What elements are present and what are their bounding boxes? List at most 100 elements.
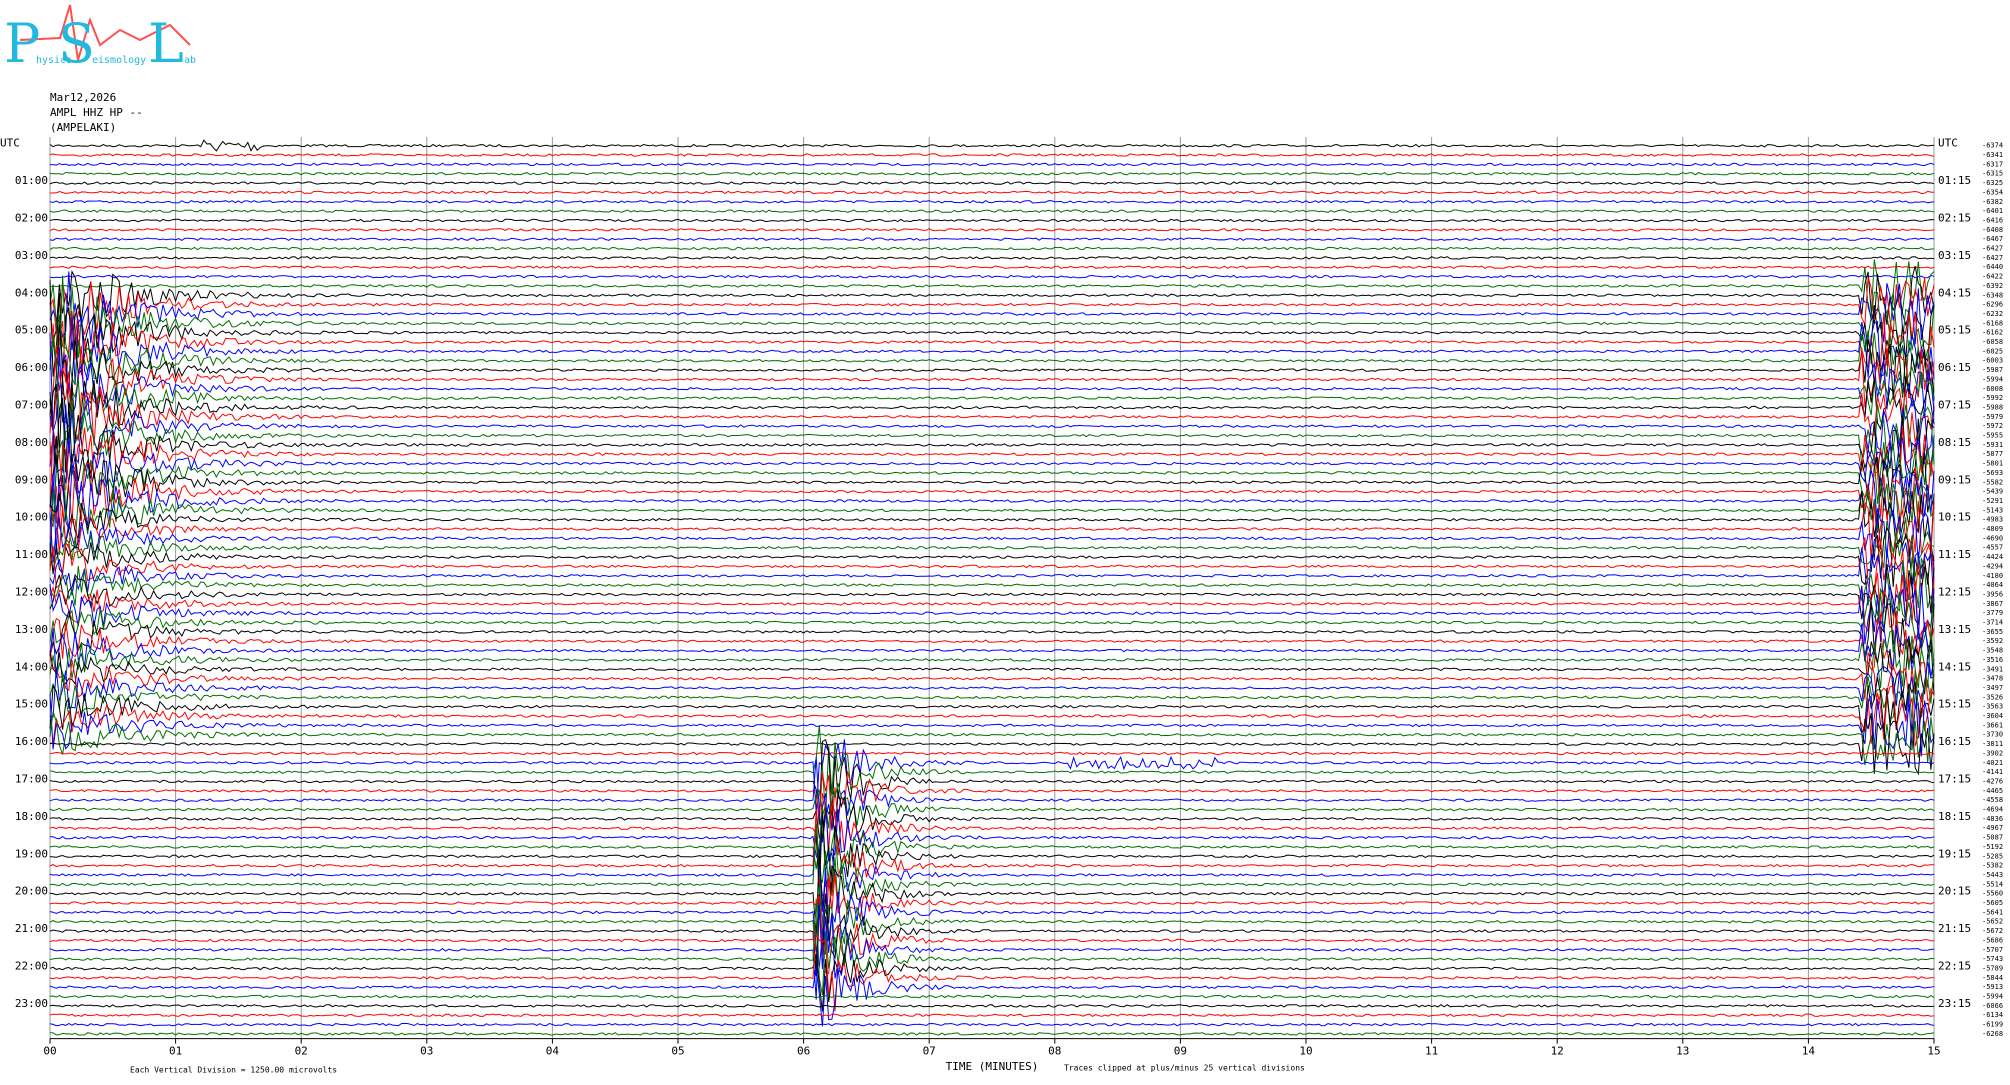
trace: [49, 1032, 1935, 1036]
offset-label: -6401: [1982, 207, 2003, 215]
trace: [49, 316, 1935, 394]
trace: [49, 893, 1935, 977]
hour-label-right: 20:15: [1938, 885, 1971, 898]
offset-label: -5801: [1982, 460, 2003, 468]
offset-label: -5382: [1982, 862, 2003, 870]
offset-label: -5291: [1982, 497, 2003, 505]
offset-label: -4967: [1982, 824, 2003, 832]
offset-label: -4021: [1982, 759, 2003, 767]
trace: [49, 1004, 1935, 1008]
offset-label: -5641: [1982, 908, 2003, 916]
logo-letter: S: [58, 12, 95, 75]
offset-label: -5789: [1982, 964, 2003, 972]
trace: [49, 171, 1935, 176]
trace: [49, 823, 1935, 913]
x-tick-label: 15: [1927, 1045, 1940, 1058]
hour-label: 15:00: [15, 698, 48, 711]
offset-label: -6440: [1982, 263, 2003, 271]
trace: [49, 435, 1935, 521]
offset-label: -5439: [1982, 488, 2003, 496]
offset-label: -5707: [1982, 946, 2003, 954]
offset-label: -6317: [1982, 160, 2003, 168]
x-tick-label: 10: [1299, 1045, 1312, 1058]
trace: [49, 738, 1935, 825]
trace: [49, 582, 1935, 645]
logo-word: ab: [184, 55, 196, 66]
offset-label: -6008: [1982, 385, 2003, 393]
x-tick-label: 11: [1425, 1045, 1438, 1058]
hour-label-right: 10:15: [1938, 511, 1971, 524]
offset-label: -3779: [1982, 609, 2003, 617]
trace: [49, 324, 1935, 428]
offset-label: -3563: [1982, 703, 2003, 711]
trace: [49, 898, 1935, 996]
offset-label: -6374: [1982, 142, 2003, 150]
trace: [49, 271, 1935, 345]
hour-label-right: 16:15: [1938, 735, 1971, 748]
trace: [49, 693, 1935, 757]
trace: [49, 547, 1935, 607]
offset-label: -6315: [1982, 170, 2003, 178]
logo-letter: P: [4, 12, 40, 75]
offset-label: -6416: [1982, 216, 2003, 224]
trace: [49, 480, 1935, 566]
offset-label: -4276: [1982, 777, 2003, 785]
hour-label-right: 09:15: [1938, 473, 1971, 486]
hour-label: 07:00: [15, 398, 48, 411]
trace: [49, 793, 1935, 880]
trace: [49, 315, 1935, 392]
station: AMPL HHZ HP --: [50, 106, 143, 119]
hour-label: 11:00: [15, 548, 48, 561]
trace: [49, 600, 1935, 659]
offset-label: -6199: [1982, 1021, 2003, 1029]
trace: [49, 806, 1935, 888]
offset-label: -6408: [1982, 226, 2003, 234]
offset-label: -6025: [1982, 347, 2003, 355]
offset-label: -5087: [1982, 834, 2003, 842]
trace: [49, 849, 1935, 937]
trace: [49, 904, 1935, 1000]
trace: [49, 396, 1935, 474]
offset-label: -5931: [1982, 441, 2003, 449]
offset-label: -5994: [1982, 375, 2003, 383]
offset-label: -5672: [1982, 927, 2003, 935]
offset-label: -3478: [1982, 675, 2003, 683]
trace: [49, 639, 1935, 698]
scale-note: Each Vertical Division = 1250.00 microvo…: [130, 1066, 337, 1075]
offset-label: -6325: [1982, 179, 2003, 187]
offset-label: -5988: [1982, 403, 2003, 411]
offset-label: -5443: [1982, 871, 2003, 879]
trace: [49, 557, 1935, 618]
trace: [49, 966, 1935, 1027]
hour-label: 16:00: [15, 735, 48, 748]
logo-letter: L: [148, 12, 184, 75]
offset-label: -5285: [1982, 852, 2003, 860]
trace: [49, 652, 1935, 710]
offset-label: -6162: [1982, 329, 2003, 337]
hour-label: 20:00: [15, 885, 48, 898]
trace: [49, 181, 1935, 185]
trace: [49, 279, 1935, 380]
trace: [49, 712, 1935, 776]
trace: [49, 666, 1935, 722]
trace: [49, 711, 1935, 766]
trace: [49, 739, 1935, 814]
offset-label: -5652: [1982, 918, 2003, 926]
x-tick-label: 14: [1802, 1045, 1816, 1058]
trace: [49, 276, 1935, 340]
offset-label: -5560: [1982, 890, 2003, 898]
offset-label: -5994: [1982, 993, 2003, 1001]
offset-label: -5913: [1982, 983, 2003, 991]
trace: [49, 342, 1935, 441]
trace: [49, 610, 1935, 671]
hour-label-right: 06:15: [1938, 361, 1971, 374]
hour-label: 12:00: [15, 585, 48, 598]
trace: [49, 677, 1935, 738]
x-tick-label: 02: [295, 1045, 308, 1058]
offset-label: -4694: [1982, 806, 2003, 814]
offset-label: -6066: [1982, 1002, 2003, 1010]
trace: [49, 153, 1935, 157]
offset-label: -3811: [1982, 740, 2003, 748]
offset-label: -3516: [1982, 656, 2003, 664]
